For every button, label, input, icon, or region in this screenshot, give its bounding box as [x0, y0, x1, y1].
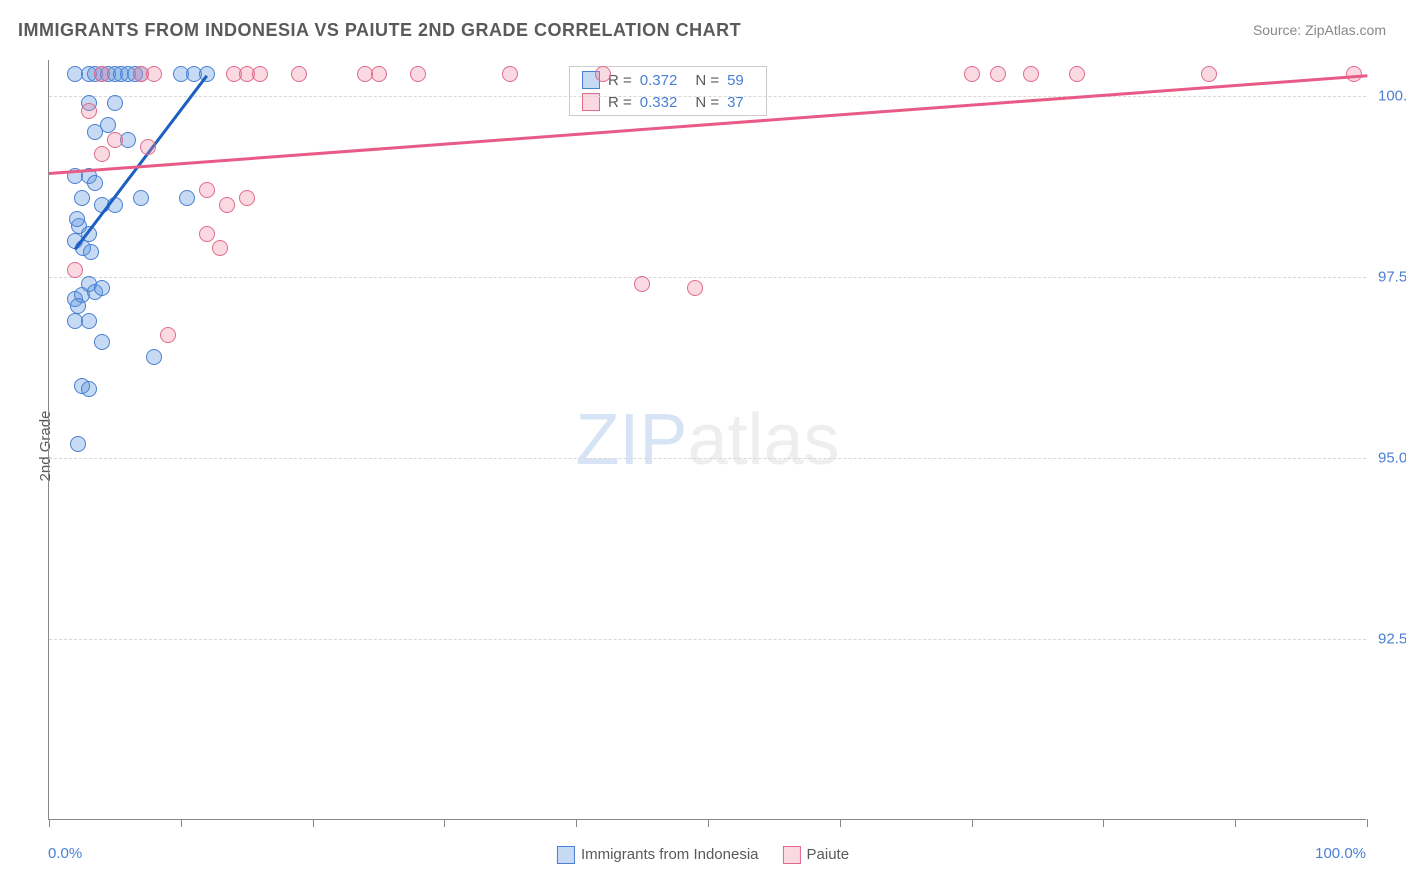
plot-area: ZIPatlas R =0.372N =59R =0.332N =37 92.5… — [48, 60, 1366, 820]
data-point — [502, 66, 518, 82]
gridline — [49, 277, 1366, 278]
data-point — [252, 66, 268, 82]
x-axis-min-label: 0.0% — [48, 845, 82, 862]
data-point — [94, 280, 110, 296]
data-point — [81, 313, 97, 329]
n-label: N = — [695, 72, 719, 89]
data-point — [83, 244, 99, 260]
legend-swatch — [783, 846, 801, 864]
gridline — [49, 458, 1366, 459]
y-tick-label: 97.5% — [1378, 269, 1406, 286]
data-point — [291, 66, 307, 82]
x-tick — [49, 819, 50, 827]
data-point — [70, 298, 86, 314]
data-point — [595, 66, 611, 82]
data-point — [634, 276, 650, 292]
x-axis-max-label: 100.0% — [1315, 845, 1366, 862]
data-point — [94, 334, 110, 350]
r-label: R = — [608, 72, 632, 89]
r-value: 0.372 — [640, 72, 678, 89]
watermark-part2: atlas — [687, 400, 839, 480]
data-point — [107, 132, 123, 148]
x-tick — [708, 819, 709, 827]
y-tick-label: 92.5% — [1378, 631, 1406, 648]
data-point — [990, 66, 1006, 82]
data-point — [371, 66, 387, 82]
legend-row: R =0.332N =37 — [570, 91, 766, 113]
x-tick — [181, 819, 182, 827]
data-point — [140, 139, 156, 155]
data-point — [107, 95, 123, 111]
legend-label: Paiute — [807, 846, 850, 863]
x-tick — [576, 819, 577, 827]
legend-item: Immigrants from Indonesia — [557, 846, 759, 864]
data-point — [1023, 66, 1039, 82]
gridline — [49, 96, 1366, 97]
gridline — [49, 639, 1366, 640]
n-value: 59 — [727, 72, 744, 89]
x-tick — [840, 819, 841, 827]
data-point — [146, 349, 162, 365]
watermark-part1: ZIP — [575, 400, 687, 480]
data-point — [179, 190, 195, 206]
data-point — [94, 146, 110, 162]
x-tick — [1103, 819, 1104, 827]
watermark: ZIPatlas — [575, 399, 839, 481]
chart-container: IMMIGRANTS FROM INDONESIA VS PAIUTE 2ND … — [0, 0, 1406, 892]
x-tick — [313, 819, 314, 827]
legend-label: Immigrants from Indonesia — [581, 846, 759, 863]
data-point — [1069, 66, 1085, 82]
x-tick — [444, 819, 445, 827]
data-point — [239, 190, 255, 206]
data-point — [219, 197, 235, 213]
chart-title: IMMIGRANTS FROM INDONESIA VS PAIUTE 2ND … — [18, 20, 741, 41]
data-point — [133, 190, 149, 206]
x-tick — [1367, 819, 1368, 827]
y-tick-label: 95.0% — [1378, 450, 1406, 467]
data-point — [87, 175, 103, 191]
data-point — [410, 66, 426, 82]
data-point — [212, 240, 228, 256]
legend-item: Paiute — [783, 846, 850, 864]
x-tick — [1235, 819, 1236, 827]
x-tick — [972, 819, 973, 827]
data-point — [70, 436, 86, 452]
data-point — [160, 327, 176, 343]
data-point — [74, 190, 90, 206]
data-point — [964, 66, 980, 82]
data-point — [1201, 66, 1217, 82]
data-point — [687, 280, 703, 296]
data-point — [81, 103, 97, 119]
data-point — [81, 381, 97, 397]
data-point — [199, 182, 215, 198]
legend-swatch — [557, 846, 575, 864]
data-point — [146, 66, 162, 82]
series-legend: Immigrants from Indonesia Paiute — [557, 846, 849, 864]
data-point — [67, 262, 83, 278]
source-label: Source: ZipAtlas.com — [1253, 22, 1386, 38]
data-point — [199, 226, 215, 242]
data-point — [94, 66, 110, 82]
data-point — [69, 211, 85, 227]
y-tick-label: 100.0% — [1378, 88, 1406, 105]
